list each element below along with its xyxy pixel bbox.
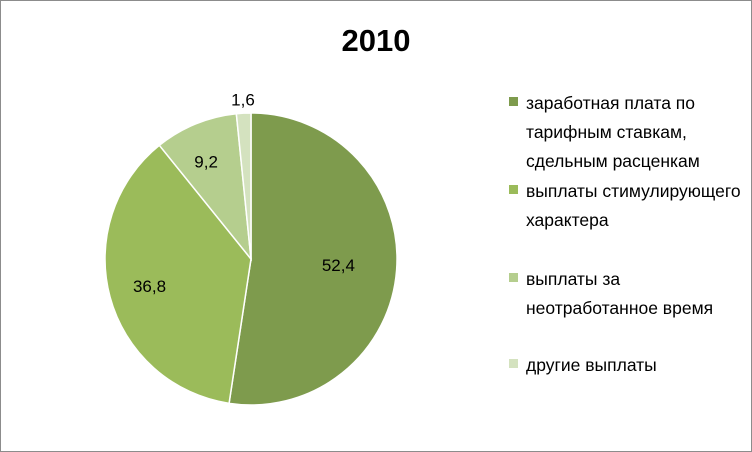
legend-swatch <box>509 185 518 194</box>
chart-title: 2010 <box>341 23 411 58</box>
legend-swatch <box>509 359 518 368</box>
data-label: 36,8 <box>133 277 166 296</box>
pie-slice-other <box>235 112 252 260</box>
legend-label: выплаты за неотработанное время <box>526 269 714 318</box>
legend-label: другие выплаты <box>526 355 657 375</box>
pie-slice-incentive <box>104 144 252 405</box>
pie-slice-wages <box>228 112 398 406</box>
data-label: 9,2 <box>194 152 218 171</box>
legend-swatch <box>509 97 518 106</box>
legend-label: выплаты стимулирующего характера <box>526 181 741 230</box>
legend-label: заработная плата по тарифным ставкам, сд… <box>526 93 700 171</box>
data-label: 52,4 <box>322 256 355 275</box>
pie-slice-unworked-time <box>158 112 252 262</box>
data-label: 1,6 <box>231 91 255 110</box>
legend-swatch <box>509 273 518 282</box>
